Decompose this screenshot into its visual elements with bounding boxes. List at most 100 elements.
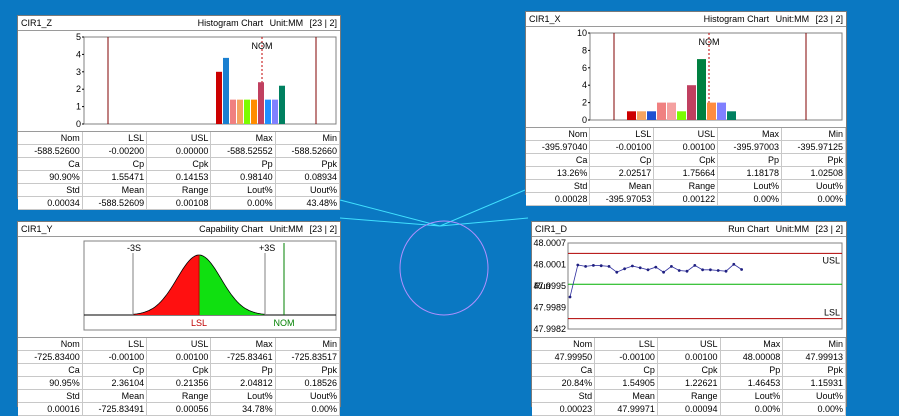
stat-value: -725.83400 bbox=[18, 350, 83, 364]
stat-value: -0.00100 bbox=[82, 350, 148, 364]
histogram-bar bbox=[637, 111, 646, 120]
distribution-right bbox=[199, 255, 265, 315]
stat-value: 0.00108 bbox=[146, 196, 212, 210]
stat-label: Pp bbox=[720, 363, 784, 377]
histogram-bar bbox=[647, 111, 656, 120]
stat-label: Std bbox=[18, 183, 83, 197]
histogram-chart: 10 8 6 4 2 0 NOM bbox=[526, 27, 846, 128]
stat-value: 47.99971 bbox=[594, 402, 658, 416]
stat-label: Max bbox=[720, 338, 784, 351]
tolerance-circle bbox=[399, 220, 489, 316]
stat-value: 13.26% bbox=[526, 166, 591, 180]
stats-table: Nom LSL USL Max Min -395.97040 -0.00100 0.00100… bbox=[526, 128, 846, 206]
histogram-bar bbox=[677, 111, 686, 120]
stats-label-row: Ca Cp Cpk Pp Ppk bbox=[18, 157, 341, 171]
stat-value: 0.08934 bbox=[275, 170, 341, 184]
stat-label: Ppk bbox=[782, 363, 846, 377]
panel-cir1d[interactable]: CIR1_D Run Chart Unit:MM [23 | 2] 48.000… bbox=[531, 221, 847, 416]
stat-label: USL bbox=[653, 128, 719, 141]
panel-titlebar: CIR1_Y Capability Chart Unit:MM [23 | 2] bbox=[18, 222, 340, 237]
y-tick-label: 3 bbox=[76, 67, 81, 77]
run-point bbox=[670, 265, 673, 268]
run-point bbox=[693, 264, 697, 267]
feature-name: CIR1_Z bbox=[21, 18, 53, 28]
stat-label: Cp bbox=[594, 363, 658, 377]
panel-titlebar: CIR1_Z Histogram Chart Unit:MM [23 | 2] bbox=[18, 16, 340, 31]
stat-label: Cp bbox=[82, 157, 148, 171]
run-point bbox=[662, 270, 665, 274]
stat-value: 1.15931 bbox=[782, 376, 846, 390]
feature-name: CIR1_D bbox=[535, 224, 568, 234]
stat-value: 0.00100 bbox=[653, 140, 719, 154]
run-point bbox=[701, 268, 704, 272]
histogram-bar bbox=[258, 82, 264, 124]
stat-value: 2.36104 bbox=[82, 376, 148, 390]
run-point bbox=[607, 265, 611, 268]
y-axis-label: Run bbox=[534, 281, 551, 291]
stat-value: -588.52660 bbox=[275, 144, 341, 158]
nom-label: NOM bbox=[252, 41, 273, 51]
histogram-bar bbox=[265, 99, 271, 124]
feature-name: CIR1_X bbox=[529, 14, 561, 24]
stat-label: USL bbox=[657, 338, 721, 351]
run-point bbox=[584, 265, 587, 268]
stats-value-row: -588.52600 -0.00200 0.00000 -588.52552 -588.… bbox=[18, 144, 341, 158]
stat-value: 0.14153 bbox=[146, 170, 212, 184]
run-point bbox=[654, 265, 658, 269]
y-tick-label: 4 bbox=[76, 49, 81, 59]
run-point bbox=[592, 264, 595, 267]
y-tick-label: 48.0001 bbox=[533, 260, 566, 270]
stat-label: Lout% bbox=[210, 389, 276, 403]
histogram-bar bbox=[251, 99, 257, 124]
stat-value: 0.98140 bbox=[210, 170, 276, 184]
stat-label: Lout% bbox=[717, 179, 783, 193]
stats-value-row: 47.99950 -0.00100 0.00100 48.00008 47.99913 bbox=[532, 350, 846, 364]
panel-cir1z[interactable]: CIR1_Z Histogram Chart Unit:MM [23 | 2] … bbox=[17, 15, 341, 210]
y-tick-label: 6 bbox=[582, 63, 587, 73]
panel-cir1x[interactable]: CIR1_X Histogram Chart Unit:MM [23 | 2] … bbox=[525, 11, 847, 206]
histogram-bar bbox=[627, 111, 636, 120]
stat-value: -588.52609 bbox=[82, 196, 148, 210]
stat-label: Cp bbox=[589, 153, 655, 167]
stat-label: Uout% bbox=[782, 389, 846, 403]
panel-titlebar: CIR1_X Histogram Chart Unit:MM [23 | 2] bbox=[526, 12, 846, 27]
stats-value-row: 0.00016 -725.83491 0.00056 34.78% 0.00% bbox=[18, 402, 341, 416]
stat-label: Lout% bbox=[210, 183, 276, 197]
stat-value: -0.00200 bbox=[82, 144, 148, 158]
capability-chart: -3S +3S LSL NOM bbox=[18, 237, 340, 338]
stat-label: Uout% bbox=[275, 183, 341, 197]
plot-frame bbox=[83, 36, 337, 125]
run-chart: 48.0007 48.0001 47.9995 47.9989 47.9982 Run US… bbox=[532, 237, 846, 338]
stat-value: -395.97053 bbox=[589, 192, 655, 206]
stat-label: Mean bbox=[594, 389, 658, 403]
stats-label-row: Std Mean Range Lout% Uout% bbox=[532, 389, 846, 403]
stat-value: 0.00100 bbox=[146, 350, 212, 364]
run-point bbox=[623, 267, 626, 271]
stat-value: -725.83461 bbox=[210, 350, 276, 364]
run-point bbox=[685, 269, 689, 273]
stat-label: Nom bbox=[532, 338, 596, 351]
stat-value: 2.04812 bbox=[210, 376, 276, 390]
stat-label: Cpk bbox=[657, 363, 721, 377]
run-line bbox=[569, 263, 742, 298]
minus3s-label: -3S bbox=[127, 243, 141, 253]
stat-label: USL bbox=[146, 338, 212, 351]
panel-cir1y[interactable]: CIR1_Y Capability Chart Unit:MM [23 | 2]… bbox=[17, 221, 341, 416]
nom-label: NOM bbox=[699, 37, 720, 47]
stat-label: Ca bbox=[18, 363, 83, 377]
distribution-left bbox=[133, 255, 199, 315]
stat-value: 0.00% bbox=[210, 196, 276, 210]
y-tick-label: 0 bbox=[76, 119, 81, 129]
chart-type: Run Chart bbox=[728, 224, 770, 234]
stat-label: Cpk bbox=[146, 157, 212, 171]
stats-table: Nom LSL USL Max Min 47.99950 -0.00100 0.00100 48… bbox=[532, 338, 846, 416]
panel-titlebar: CIR1_D Run Chart Unit:MM [23 | 2] bbox=[532, 222, 846, 237]
histogram-bar bbox=[237, 99, 243, 124]
stat-label: Std bbox=[532, 389, 596, 403]
histogram-chart: 5 4 3 2 1 0 NOM bbox=[18, 31, 340, 132]
stat-label: Uout% bbox=[275, 389, 341, 403]
stat-label: Std bbox=[526, 179, 591, 193]
stat-value: 0.00100 bbox=[657, 350, 721, 364]
stat-value: 1.18178 bbox=[717, 166, 783, 180]
